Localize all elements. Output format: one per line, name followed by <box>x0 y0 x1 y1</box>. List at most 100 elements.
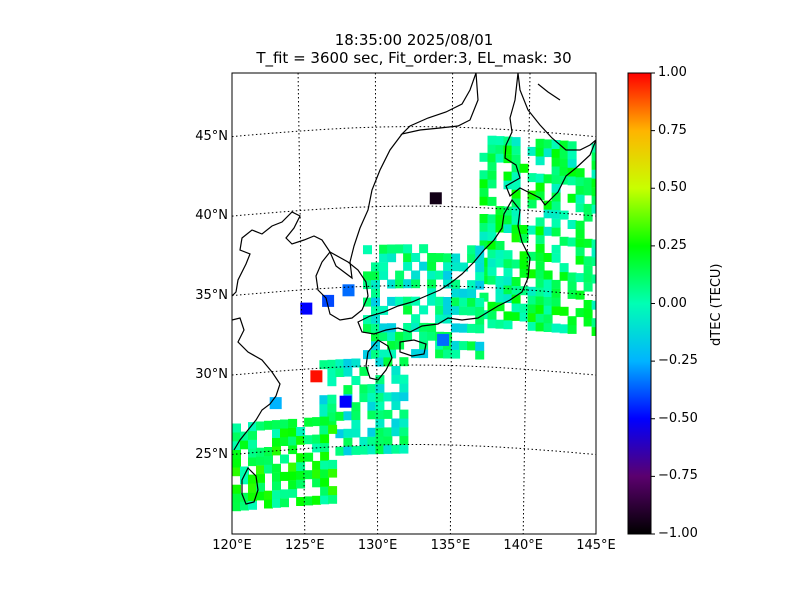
dtec-cell <box>387 253 397 263</box>
dtec-cell <box>379 270 389 280</box>
dtec-cell <box>503 154 513 164</box>
dtec-cell <box>391 401 401 410</box>
dtec-cell <box>567 167 577 177</box>
dtec-cell <box>583 265 593 275</box>
dtec-cell <box>359 445 369 455</box>
dtec-cell <box>296 453 306 463</box>
dtec-cell <box>375 418 385 428</box>
dtec-cell <box>248 474 257 484</box>
colorbar-tick-label: 0.00 <box>658 295 687 311</box>
dtec-point <box>300 302 313 315</box>
dtec-cell <box>543 139 553 149</box>
dtec-cell <box>475 306 485 316</box>
dtec-cell <box>559 149 569 159</box>
dtec-cell <box>475 324 485 334</box>
dtec-cell <box>495 249 505 259</box>
dtec-cell <box>288 471 298 481</box>
dtec-cell <box>567 272 577 282</box>
dtec-cell <box>511 145 521 155</box>
dtec-cell <box>519 286 529 296</box>
lat-label: 35°N <box>195 287 228 303</box>
dtec-cell <box>479 292 489 302</box>
dtec-cell <box>543 200 553 210</box>
dtec-cell <box>403 323 413 332</box>
dtec-cell <box>487 179 497 189</box>
dtec-cell <box>567 220 577 229</box>
dtec-cell <box>435 253 445 263</box>
coastlines <box>232 73 596 505</box>
dtec-cell <box>519 233 529 243</box>
lon-label: 125°E <box>285 538 325 553</box>
dtec-cell <box>591 274 596 284</box>
dtec-cell <box>411 349 421 359</box>
dtec-cell <box>475 263 485 273</box>
dtec-cell <box>527 295 537 305</box>
dtec-cell <box>367 401 377 411</box>
dtec-cell <box>328 459 338 469</box>
dtec-cell <box>419 305 429 315</box>
dtec-cell <box>591 239 596 249</box>
dtec-cell <box>272 463 281 473</box>
dtec-cell <box>320 434 330 444</box>
dtec-cell <box>575 273 585 283</box>
dtec-cell <box>304 417 314 427</box>
dtec-cell <box>467 245 477 255</box>
dtec-cell <box>519 303 529 313</box>
dtec-point <box>429 192 442 205</box>
dtec-cell <box>467 323 477 333</box>
dtec-cell <box>248 500 257 510</box>
dtec-cell <box>551 244 561 254</box>
dtec-cell <box>395 244 405 254</box>
dtec-cell <box>379 323 389 333</box>
coast-kurils <box>537 83 561 101</box>
dtec-cell <box>591 187 596 197</box>
dtec-cell <box>559 140 569 150</box>
dtec-cell <box>567 150 577 160</box>
lon-label: 120°E <box>212 538 252 553</box>
dtec-cell <box>551 218 561 228</box>
lat-label: 45°N <box>195 128 228 144</box>
dtec-cell <box>467 254 477 263</box>
dtec-cell <box>551 166 561 176</box>
dtec-cell <box>264 455 273 465</box>
dtec-cell <box>567 141 577 151</box>
lat-label: 25°N <box>195 446 228 462</box>
dtec-cell <box>335 411 345 421</box>
dtec-cell <box>379 253 389 263</box>
dtec-cell <box>312 434 322 444</box>
dtec-cell <box>351 358 361 368</box>
dtec-cell <box>343 446 353 456</box>
dtec-cell <box>232 493 241 503</box>
lon-label: 140°E <box>503 538 543 553</box>
dtec-cell <box>591 318 596 328</box>
dtec-cell <box>427 331 437 341</box>
dtec-cell <box>467 341 477 351</box>
dtec-cell <box>367 445 377 455</box>
dtec-cell <box>399 409 409 419</box>
dtec-cell <box>343 358 353 368</box>
colorbar-tick-label: 0.50 <box>658 180 687 196</box>
dtec-cell <box>272 490 281 500</box>
dtec-cell <box>351 419 361 429</box>
dtec-cell <box>419 331 429 341</box>
dtec-cell <box>319 395 329 405</box>
dtec-cell <box>543 226 553 236</box>
dtec-cell <box>591 300 596 310</box>
dtec-cell <box>543 148 553 158</box>
dtec-cell <box>280 498 289 508</box>
dtec-cell <box>399 383 409 393</box>
dtec-cell <box>328 494 338 504</box>
dtec-cell <box>387 349 397 359</box>
dtec-cell <box>487 214 497 224</box>
dtec-cell <box>487 275 497 285</box>
dtec-cell <box>535 243 545 253</box>
dtec-cell <box>519 225 529 234</box>
dtec-cell <box>399 392 409 402</box>
graticule-parallel <box>232 285 596 297</box>
dtec-cell <box>399 435 409 445</box>
dtec-cell <box>487 231 497 241</box>
dtec-cell <box>435 349 445 359</box>
dtec-cell <box>399 357 409 367</box>
dtec-cell <box>467 280 477 290</box>
dtec-cell <box>583 212 593 222</box>
